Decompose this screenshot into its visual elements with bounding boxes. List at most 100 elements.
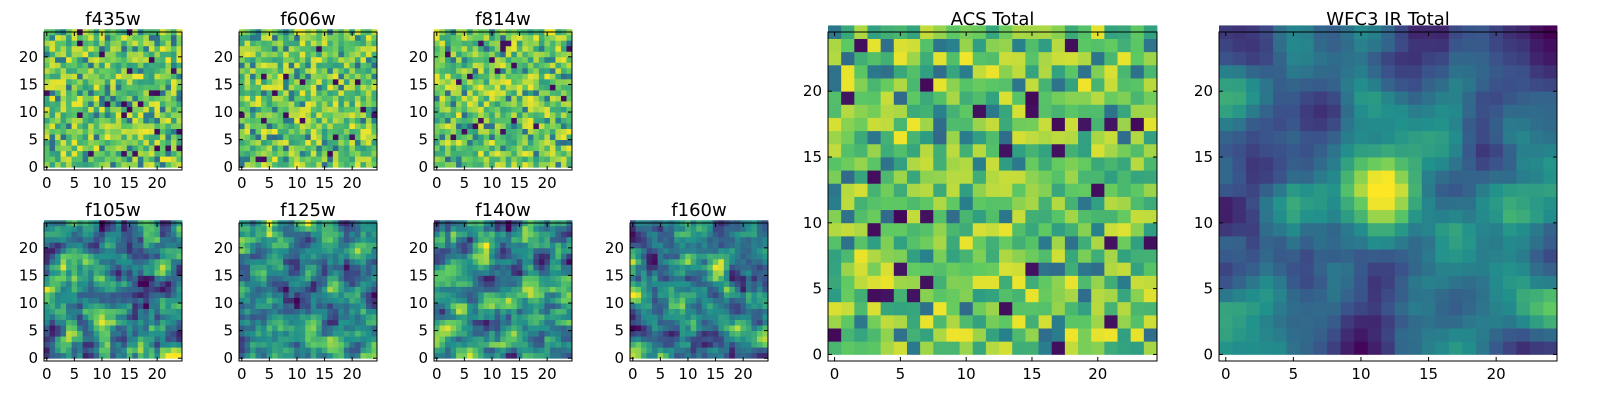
heatmap-cell: [93, 78, 100, 85]
heatmap-cell: [500, 134, 507, 141]
heatmap-cell: [176, 330, 183, 337]
heatmap-cell: [635, 325, 642, 332]
heatmap-cell: [668, 352, 675, 359]
heatmap-cell: [456, 292, 462, 298]
heatmap-cell: [154, 292, 161, 298]
heatmap-cell: [566, 56, 573, 63]
heatmap-cell: [867, 235, 882, 250]
heatmap-cell: [288, 101, 295, 107]
heatmap-cell: [88, 101, 95, 107]
heatmap-cell: [657, 347, 664, 354]
heatmap-cell: [49, 247, 56, 254]
heatmap-cell: [143, 139, 150, 146]
heatmap-cell: [701, 352, 708, 359]
heatmap-cell: [533, 112, 540, 118]
heatmap-cell: [718, 275, 725, 282]
heatmap-cell: [49, 51, 56, 58]
heatmap-cell: [82, 150, 89, 157]
heatmap-cell: [478, 347, 485, 354]
heatmap-cell: [549, 139, 556, 146]
heatmap-cell: [239, 231, 245, 238]
heatmap-cell: [104, 101, 111, 107]
heatmap-cell: [261, 34, 267, 41]
heatmap-cell: [946, 249, 960, 263]
heatmap-cell: [66, 123, 72, 129]
heatmap-cell: [255, 231, 262, 238]
heatmap-cell: [641, 347, 647, 354]
heatmap-cell: [999, 314, 1013, 329]
heatmap-cell: [261, 341, 267, 348]
heatmap-cell: [439, 40, 446, 47]
heatmap-cell: [690, 253, 697, 260]
heatmap-cell: [71, 319, 78, 326]
heatmap-cell: [467, 275, 474, 282]
heatmap-cell: [60, 128, 67, 135]
heatmap-cell: [55, 314, 61, 320]
heatmap-cell: [762, 308, 769, 315]
heatmap-cell: [696, 308, 703, 315]
heatmap-cell: [920, 196, 934, 211]
heatmap-cell: [646, 280, 653, 287]
heatmap-cell: [467, 84, 474, 91]
heatmap-cell: [77, 106, 84, 113]
heatmap-cell: [60, 225, 67, 232]
heatmap-cell: [343, 330, 350, 337]
heatmap-cell: [316, 145, 323, 152]
heatmap-cell: [148, 242, 155, 249]
heatmap-cell: [44, 150, 50, 157]
heatmap-cell: [288, 352, 295, 359]
heatmap-cell: [294, 45, 301, 52]
heatmap-cell: [343, 264, 350, 271]
heatmap-cell: [472, 73, 479, 80]
heatmap-cell: [560, 139, 567, 146]
heatmap-cell: [522, 51, 529, 58]
heatmap-cell: [494, 319, 501, 326]
heatmap-cell: [674, 319, 681, 326]
heatmap-cell: [159, 106, 166, 113]
heatmap-cell: [696, 275, 703, 282]
heatmap-cell: [354, 308, 361, 315]
heatmap-cell: [456, 325, 462, 332]
heatmap-cell: [646, 247, 653, 254]
heatmap-cell: [170, 231, 177, 238]
heatmap-cell: [533, 123, 540, 129]
heatmap-cell: [478, 336, 485, 343]
heatmap-cell: [696, 303, 703, 309]
heatmap-cell: [66, 34, 72, 41]
heatmap-cell: [522, 112, 529, 118]
heatmap-cell: [244, 161, 251, 168]
heatmap-cell: [549, 242, 556, 249]
heatmap-cell: [999, 170, 1013, 184]
heatmap-cell: [538, 56, 545, 63]
heatmap-cell: [365, 269, 372, 276]
heatmap-cell: [321, 269, 328, 276]
heatmap-cell: [707, 258, 714, 265]
heatmap-cell: [533, 325, 540, 332]
heatmap-cell: [371, 308, 378, 315]
heatmap-cell: [1025, 170, 1039, 184]
heatmap-cell: [560, 128, 567, 135]
heatmap-cell: [635, 269, 642, 276]
heatmap-cell: [154, 325, 161, 332]
heatmap-cell: [489, 62, 496, 69]
heatmap-cell: [354, 264, 361, 271]
heatmap-cell: [478, 161, 485, 168]
heatmap-cell: [343, 314, 350, 320]
heatmap-cell: [511, 112, 518, 118]
heatmap-cell: [49, 56, 56, 63]
heatmap-cell: [349, 308, 356, 315]
heatmap-cell: [494, 269, 501, 276]
heatmap-cell: [71, 330, 78, 337]
heatmap-cell: [321, 84, 328, 91]
heatmap-cell: [538, 247, 545, 254]
heatmap-cell: [478, 117, 485, 124]
heatmap-cell: [343, 297, 350, 304]
heatmap-cell: [1130, 209, 1145, 224]
heatmap-cell: [560, 89, 567, 96]
heatmap-cell: [668, 297, 675, 304]
heatmap-cell: [999, 196, 1013, 211]
heatmap-cell: [527, 341, 534, 348]
heatmap-cell: [538, 40, 545, 47]
heatmap-cell: [1104, 222, 1118, 237]
